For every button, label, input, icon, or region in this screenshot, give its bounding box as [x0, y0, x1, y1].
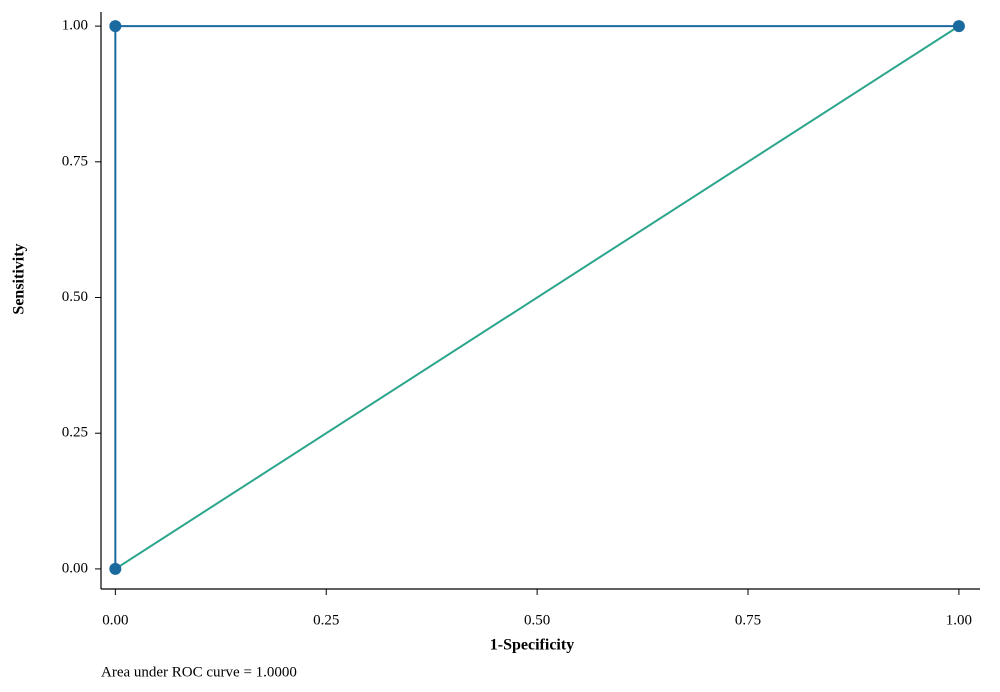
note: Area under ROC curve = 1.0000	[101, 664, 297, 680]
x-axis-title: 1-Specificity	[490, 637, 574, 654]
x-tick-label: 0.25	[313, 612, 339, 628]
x-tick-label: 0.00	[102, 612, 128, 628]
roc-line	[114, 25, 960, 570]
y-axis-title: Sensitivity	[11, 243, 28, 314]
y-tick-label: 0.25	[62, 425, 88, 441]
point	[109, 562, 122, 575]
y-tick-label: 0.50	[62, 289, 88, 305]
x-tick-label: 0.75	[735, 612, 761, 628]
y-tick-label: 0.75	[62, 153, 88, 169]
point	[109, 20, 122, 33]
x-tick-label: 0.50	[524, 612, 550, 628]
y-tick-label: 0.00	[62, 560, 88, 576]
point	[952, 20, 965, 33]
x-tick-label: 1.00	[946, 612, 972, 628]
y-tick-label: 1.00	[62, 18, 88, 34]
